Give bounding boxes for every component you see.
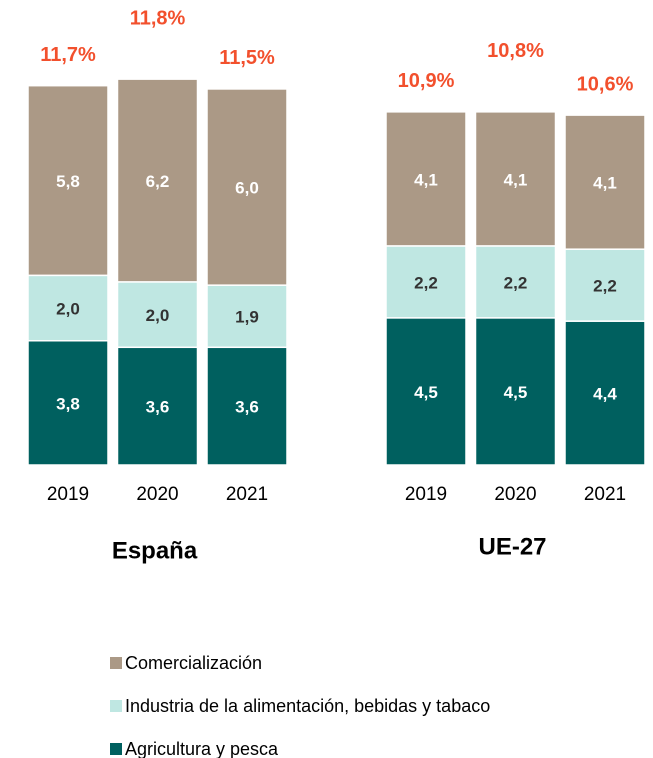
legend-label: Industria de la alimentación, bebidas y … [125, 696, 490, 716]
value-label: 4,1 [504, 170, 528, 189]
value-label: 5,8 [56, 172, 80, 191]
value-label: 4,1 [593, 174, 617, 193]
legend-label: Agricultura y pesca [125, 739, 279, 758]
bar-segment [27, 84, 109, 277]
bar-segment [564, 114, 646, 250]
total-label: 10,8% [487, 40, 544, 62]
bar-segment [564, 320, 646, 466]
value-label: 3,8 [56, 394, 80, 413]
bar-segment [27, 339, 109, 466]
value-label: 3,6 [146, 398, 170, 417]
value-label: 2,2 [414, 273, 438, 292]
value-label: 4,1 [414, 170, 438, 189]
bar-segment [116, 346, 199, 466]
value-label: 4,4 [593, 385, 617, 404]
legend-swatch [110, 657, 122, 669]
value-label: 1,9 [235, 308, 259, 327]
value-label: 4,5 [504, 383, 528, 402]
total-label: 11,5% [219, 47, 275, 69]
value-label: 2,2 [504, 273, 528, 292]
bar-segment [206, 88, 288, 286]
legend-swatch [110, 700, 122, 712]
x-tick-label: 2019 [405, 484, 447, 505]
total-label: 10,6% [577, 73, 634, 95]
bar-segment [27, 274, 109, 342]
x-tick-label: 2021 [226, 484, 268, 505]
value-label: 6,0 [235, 179, 259, 198]
value-label: 6,2 [146, 172, 170, 191]
x-tick-label: 2019 [47, 484, 89, 505]
x-tick-label: 2020 [136, 484, 178, 505]
value-label: 2,0 [146, 306, 170, 325]
bar-segment [116, 78, 199, 283]
bar-segment [385, 245, 467, 319]
total-label: 11,8% [130, 7, 186, 29]
bar-segment [206, 284, 288, 349]
chart-title: UE-27 [478, 533, 546, 560]
x-tick-label: 2020 [494, 484, 536, 505]
value-label: 2,0 [56, 300, 80, 319]
bar-segment [385, 317, 467, 466]
bar-segment [206, 346, 288, 466]
bar-segment [474, 111, 557, 247]
bar-segment [116, 281, 199, 349]
bar-segment [385, 111, 467, 247]
legend-swatch [110, 743, 122, 755]
value-label: 4,5 [414, 383, 438, 402]
bar-segment [564, 248, 646, 322]
legend-label: Comercialización [125, 653, 262, 673]
total-label: 11,7% [40, 44, 96, 66]
chart-title: España [112, 537, 198, 564]
x-tick-label: 2021 [584, 484, 626, 505]
value-label: 2,2 [593, 277, 617, 296]
bar-segment [474, 317, 557, 466]
total-label: 10,9% [398, 70, 455, 92]
value-label: 3,6 [235, 398, 259, 417]
